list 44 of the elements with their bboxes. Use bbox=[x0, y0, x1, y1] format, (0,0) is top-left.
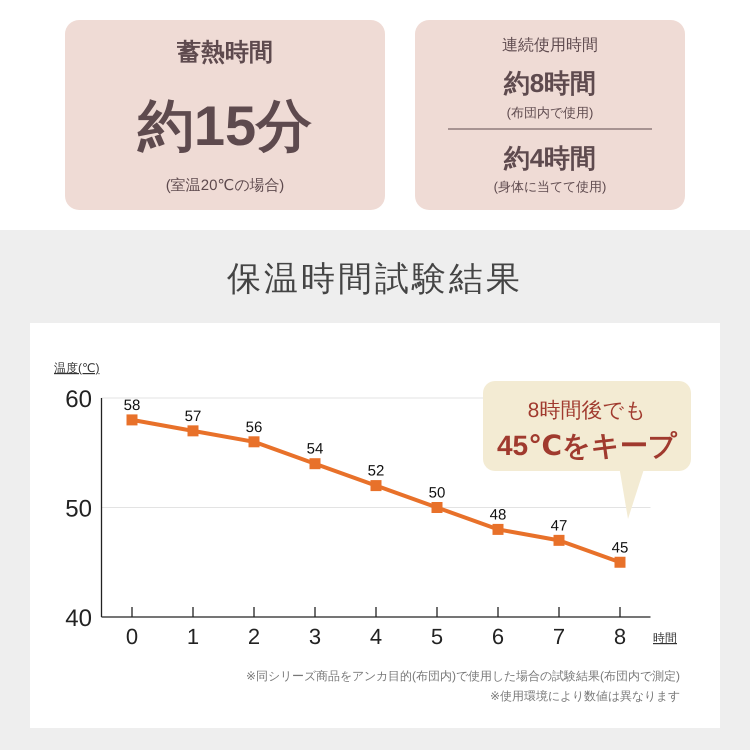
data-label: 47 bbox=[550, 517, 568, 534]
data-label: 56 bbox=[246, 418, 262, 436]
point bbox=[432, 502, 442, 513]
x-tick-label: 7 bbox=[552, 624, 566, 649]
point bbox=[614, 556, 626, 568]
text: 連続使用時間 bbox=[502, 36, 598, 54]
y-axis-title: 温度(℃) bbox=[54, 361, 100, 375]
text: (身体に当てて使用) bbox=[494, 179, 606, 194]
x-tick-label: 6 bbox=[492, 624, 504, 649]
text: (布団内で使用) bbox=[506, 105, 594, 120]
point bbox=[554, 534, 564, 546]
text: ※同シリーズ商品をアンカ目的(布団内)で使用した場合の試験結果(布団内で測定) bbox=[246, 669, 680, 683]
y-tick-label: 40 bbox=[65, 605, 92, 632]
text: ※使用環境により数値は異なります bbox=[490, 689, 680, 703]
x-tick-label: 5 bbox=[430, 624, 444, 649]
data-label: 57 bbox=[184, 408, 202, 425]
y-tick-label: 60 bbox=[65, 386, 92, 413]
data-label: 52 bbox=[368, 462, 384, 480]
text: 約4時間 bbox=[502, 143, 596, 173]
x-axis-title: 時間 bbox=[653, 631, 677, 645]
point bbox=[188, 425, 198, 436]
x-tick-label: 8 bbox=[614, 624, 626, 649]
text: 約15分 bbox=[136, 94, 312, 157]
point bbox=[126, 414, 138, 426]
data-label: 58 bbox=[124, 396, 140, 414]
x-tick-label: 3 bbox=[308, 624, 322, 649]
point bbox=[310, 458, 320, 470]
x-tick-label: 2 bbox=[248, 624, 260, 649]
x-tick-label: 1 bbox=[186, 624, 200, 649]
y-tick-label: 50 bbox=[65, 496, 92, 522]
x-tick-label: 4 bbox=[370, 624, 382, 649]
data-label: 45 bbox=[612, 539, 628, 556]
point bbox=[248, 436, 260, 448]
text: 蓄熱時間 bbox=[176, 39, 273, 66]
chart-title: 保温時間試験結果 bbox=[227, 260, 523, 298]
annotation: 8時間後でも 45℃をキープ bbox=[496, 399, 678, 461]
data-label: 54 bbox=[306, 440, 324, 458]
data-label: 48 bbox=[490, 506, 506, 524]
text: (室温20℃の場合) bbox=[166, 177, 284, 194]
x-tick-label: 0 bbox=[126, 624, 138, 649]
point bbox=[370, 480, 382, 492]
text: 約8時間 bbox=[502, 68, 596, 98]
point bbox=[492, 524, 504, 535]
data-label: 50 bbox=[428, 484, 446, 502]
